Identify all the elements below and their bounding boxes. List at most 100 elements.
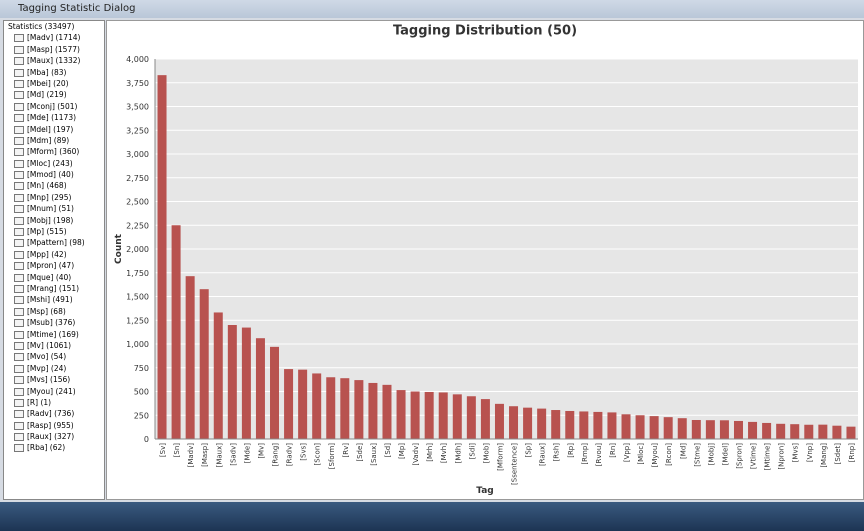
- tree-item[interactable]: [R] (1): [4, 397, 104, 408]
- bar: [158, 75, 167, 439]
- bar: [706, 420, 715, 439]
- tree-item[interactable]: [Mpattern] (98): [4, 237, 104, 248]
- bar: [425, 392, 434, 439]
- x-tick-label: [Rsh]: [553, 443, 561, 462]
- tree-root[interactable]: Statistics (33497): [4, 21, 104, 32]
- x-tick-label: [Mv]: [257, 443, 265, 459]
- x-tick-label: [Sp]: [525, 443, 533, 458]
- x-tick-label: [Mobj]: [707, 443, 715, 465]
- x-tick-label: [Sadv]: [229, 443, 237, 466]
- tree-item[interactable]: [Msub] (376): [4, 317, 104, 328]
- tree-item[interactable]: [Mbei] (20): [4, 78, 104, 89]
- y-tick-label: 3,750: [126, 79, 149, 88]
- tree-item[interactable]: [Mnum] (51): [4, 203, 104, 214]
- bar: [551, 410, 560, 439]
- tree-item[interactable]: [Mmod] (40): [4, 169, 104, 180]
- tree-item[interactable]: [Mobj] (198): [4, 215, 104, 226]
- taskbar: [0, 502, 864, 531]
- tree-item[interactable]: [Mvo] (54): [4, 351, 104, 362]
- x-tick-label: [Vpp]: [623, 443, 631, 462]
- tree-item[interactable]: [Mpron] (47): [4, 260, 104, 271]
- x-tick-label: [Mang]: [820, 443, 828, 468]
- tree-item[interactable]: [Mque] (40): [4, 272, 104, 283]
- x-tick-label: [Svs]: [300, 443, 308, 461]
- bar: [439, 392, 448, 439]
- x-tick-label: [Mob]: [482, 443, 490, 463]
- tree-item[interactable]: [Mtime] (169): [4, 329, 104, 340]
- x-tick-label: [Rn]: [609, 443, 617, 458]
- bar: [509, 406, 518, 439]
- x-tick-label: [Raux]: [539, 443, 547, 466]
- bar: [340, 378, 349, 439]
- bar: [692, 420, 701, 439]
- bar: [284, 369, 293, 439]
- tree-item[interactable]: [Mpp] (42): [4, 249, 104, 260]
- tree-item[interactable]: [Mloc] (243): [4, 158, 104, 169]
- tree[interactable]: Statistics (33497)[Madv] (1714)[Masp] (1…: [3, 20, 105, 500]
- bar: [242, 328, 251, 439]
- bar: [523, 408, 532, 439]
- bar: [354, 380, 363, 439]
- x-tick-label: [Rcon]: [665, 443, 673, 466]
- bar: [650, 416, 659, 439]
- x-tick-label: [Md]: [679, 443, 687, 459]
- x-tick-label: [Scon]: [314, 443, 322, 466]
- bar: [579, 411, 588, 439]
- tree-item[interactable]: [Radv] (736): [4, 408, 104, 419]
- tree-item[interactable]: [Mform] (360): [4, 146, 104, 157]
- tree-item[interactable]: [Mde] (1173): [4, 112, 104, 123]
- x-tick-label: [Mform]: [496, 443, 504, 471]
- tree-item[interactable]: [Mrang] (151): [4, 283, 104, 294]
- y-tick-label: 2,000: [126, 245, 149, 254]
- x-tick-label: [Sdet]: [834, 443, 842, 465]
- x-tick-label: [Sform]: [328, 443, 336, 469]
- tree-item[interactable]: [Madv] (1714): [4, 32, 104, 43]
- x-tick-label: [Saux]: [370, 443, 378, 466]
- bar: [298, 370, 307, 439]
- tree-item[interactable]: [Masp] (1577): [4, 44, 104, 55]
- bar: [326, 377, 335, 439]
- tree-item[interactable]: [Mdel] (197): [4, 124, 104, 135]
- bar: [495, 404, 504, 439]
- y-tick-label: 2,500: [126, 198, 149, 207]
- y-tick-label: 1,000: [126, 340, 149, 349]
- tree-item[interactable]: [Mdm] (89): [4, 135, 104, 146]
- tree-item[interactable]: [Mba] (83): [4, 67, 104, 78]
- tree-item[interactable]: [Md] (219): [4, 89, 104, 100]
- tree-item[interactable]: [Mv] (1061): [4, 340, 104, 351]
- x-tick-label: [Mdh]: [454, 443, 462, 464]
- bar: [481, 399, 490, 439]
- bar: [636, 415, 645, 439]
- x-tick-label: [Sv]: [159, 443, 167, 457]
- tree-item[interactable]: [Myou] (241): [4, 386, 104, 397]
- x-tick-label: [Rnp]: [848, 443, 856, 462]
- y-tick-label: 0: [144, 435, 149, 444]
- bar: [368, 383, 377, 439]
- y-tick-label: 3,250: [126, 126, 149, 135]
- tree-item[interactable]: [Raux] (327): [4, 431, 104, 442]
- x-tick-label: [Sde]: [356, 443, 364, 462]
- bar: [846, 427, 855, 439]
- tree-item[interactable]: [Mp] (515): [4, 226, 104, 237]
- y-tick-label: 3,500: [126, 103, 149, 112]
- x-tick-label: [Sd]: [384, 443, 392, 458]
- tree-item[interactable]: [Maux] (1332): [4, 55, 104, 66]
- tree-item[interactable]: [Rasp] (955): [4, 420, 104, 431]
- x-tick-label: [Stme]: [693, 443, 701, 467]
- tree-item[interactable]: [Mvs] (156): [4, 374, 104, 385]
- tree-item[interactable]: [Rba] (62): [4, 442, 104, 453]
- tree-item[interactable]: [Mvp] (24): [4, 363, 104, 374]
- bar: [382, 385, 391, 439]
- tree-item[interactable]: [Mshi] (491): [4, 294, 104, 305]
- y-tick-label: 2,250: [126, 221, 149, 230]
- x-tick-label: [Madv]: [187, 443, 195, 468]
- tree-item[interactable]: [Mn] (468): [4, 180, 104, 191]
- tree-item[interactable]: [Mconj] (501): [4, 101, 104, 112]
- tree-item[interactable]: [Mnp] (295): [4, 192, 104, 203]
- y-tick-label: 1,500: [126, 293, 149, 302]
- tree-item[interactable]: [Msp] (68): [4, 306, 104, 317]
- x-tick-label: [Mtime]: [764, 443, 772, 471]
- bar: [228, 325, 237, 439]
- bar: [607, 412, 616, 439]
